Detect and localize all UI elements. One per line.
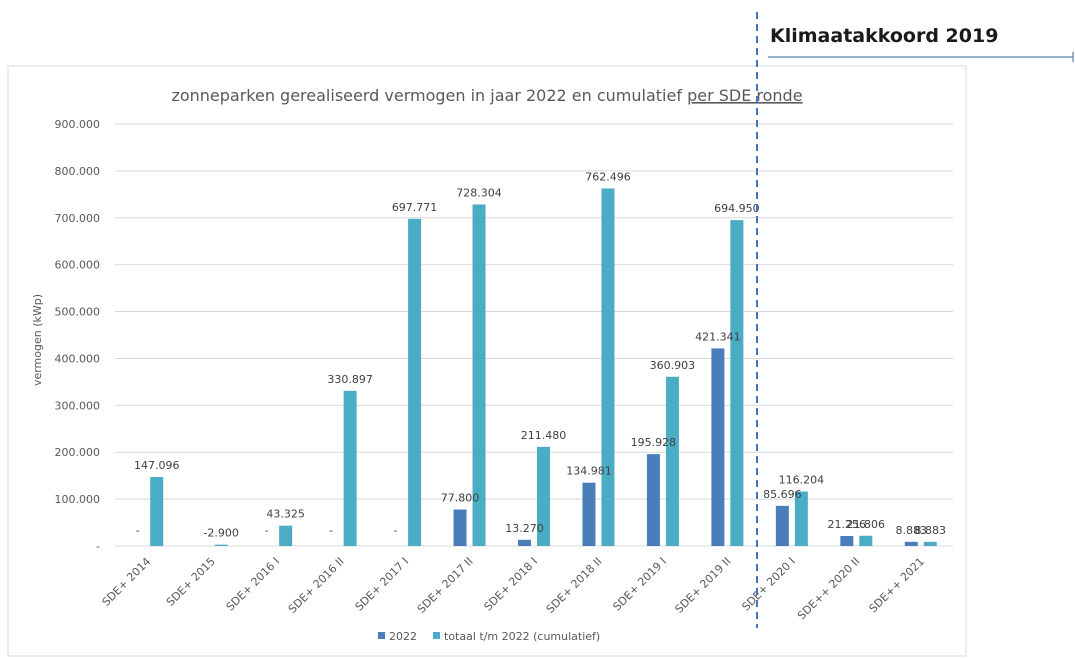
- bar-year-2022: [711, 348, 725, 546]
- data-label: -: [394, 524, 398, 537]
- legend: 2022 totaal t/m 2022 (cumulatief): [378, 630, 600, 643]
- bar-year-2022: [646, 454, 660, 546]
- data-label: 330.897: [327, 373, 373, 386]
- data-label: 8.883: [896, 524, 928, 537]
- bar-year-2022: [453, 509, 467, 546]
- y-tick-label: 400.000: [55, 352, 101, 365]
- bar-cumulative: [150, 477, 164, 546]
- data-label: 762.496: [585, 170, 631, 183]
- data-labels: - 147.096 -2.900 - 43.325 - 330.897 - 697.771 77.…: [134, 170, 946, 539]
- data-label: 728.304: [456, 187, 502, 200]
- data-label: 211.480: [521, 429, 567, 442]
- y-tick-label: 600.000: [55, 259, 101, 272]
- y-tick-label: 900.000: [55, 118, 101, 131]
- y-tick-labels: - 100.000 200.000 300.000 400.000 500.000 600.…: [55, 118, 101, 553]
- bar-year-2022: [904, 541, 918, 546]
- data-label: 694.950: [714, 202, 760, 215]
- bar-cumulative: [730, 220, 744, 546]
- bar-year-2022: [840, 536, 854, 546]
- bar-cumulative: [214, 544, 228, 546]
- bar-cumulative: [665, 376, 679, 546]
- data-label: 8.883: [915, 524, 947, 537]
- data-label: 697.771: [392, 201, 438, 214]
- data-label: -2.900: [203, 527, 238, 540]
- data-label: 421.341: [695, 330, 741, 343]
- y-tick-label: 500.000: [55, 306, 101, 319]
- data-label: 116.204: [779, 474, 825, 487]
- y-tick-label: 200.000: [55, 446, 101, 459]
- data-label: -: [265, 524, 269, 537]
- chart-title-main: zonneparken gerealiseerd vermogen in jaa…: [171, 86, 687, 105]
- legend-label: totaal t/m 2022 (cumulatief): [444, 630, 600, 643]
- data-label: 134.981: [566, 465, 612, 478]
- y-tick-label: 100.000: [55, 493, 101, 506]
- annotation-label: Klimaatakkoord 2019: [770, 25, 998, 47]
- y-axis-label: vermogen (kWp): [31, 294, 44, 386]
- chart-title-underlined: per SDE ronde: [687, 86, 803, 105]
- data-label: 195.928: [631, 436, 677, 449]
- bar-cumulative: [537, 446, 550, 546]
- data-label: 21.806: [847, 518, 886, 531]
- bar-cumulative: [794, 491, 808, 546]
- bar-cumulative: [859, 535, 873, 546]
- data-label: 147.096: [134, 459, 180, 472]
- bar-cumulative: [601, 188, 615, 546]
- data-label: 21.256: [828, 518, 867, 531]
- bar-cumulative: [279, 525, 293, 546]
- legend-label: 2022: [389, 630, 417, 643]
- data-label: 360.903: [650, 359, 696, 372]
- data-label: -: [329, 524, 333, 537]
- legend-swatch: [378, 632, 385, 639]
- y-tick-label: 700.000: [55, 212, 101, 225]
- data-label: 13.270: [505, 522, 544, 535]
- bar-year-2022: [582, 482, 596, 546]
- bar-cumulative: [923, 541, 937, 546]
- legend-swatch: [433, 632, 440, 639]
- data-label: 77.800: [441, 492, 480, 505]
- y-tick-label: -: [96, 540, 100, 553]
- chart-title: zonneparken gerealiseerd vermogen in jaa…: [171, 86, 802, 105]
- bars: [150, 188, 937, 546]
- data-label: 85.696: [763, 488, 802, 501]
- data-label: -: [136, 524, 140, 537]
- y-tick-label: 300.000: [55, 399, 101, 412]
- bar-cumulative: [343, 390, 357, 546]
- bar-cumulative: [472, 204, 486, 546]
- gridlines: [115, 123, 953, 547]
- bar-cumulative: [408, 218, 422, 546]
- bar-year-2022: [518, 539, 531, 546]
- data-label: 43.325: [266, 508, 305, 521]
- bar-year-2022: [775, 505, 789, 546]
- y-tick-label: 800.000: [55, 165, 101, 178]
- chart-frame: [7, 65, 967, 657]
